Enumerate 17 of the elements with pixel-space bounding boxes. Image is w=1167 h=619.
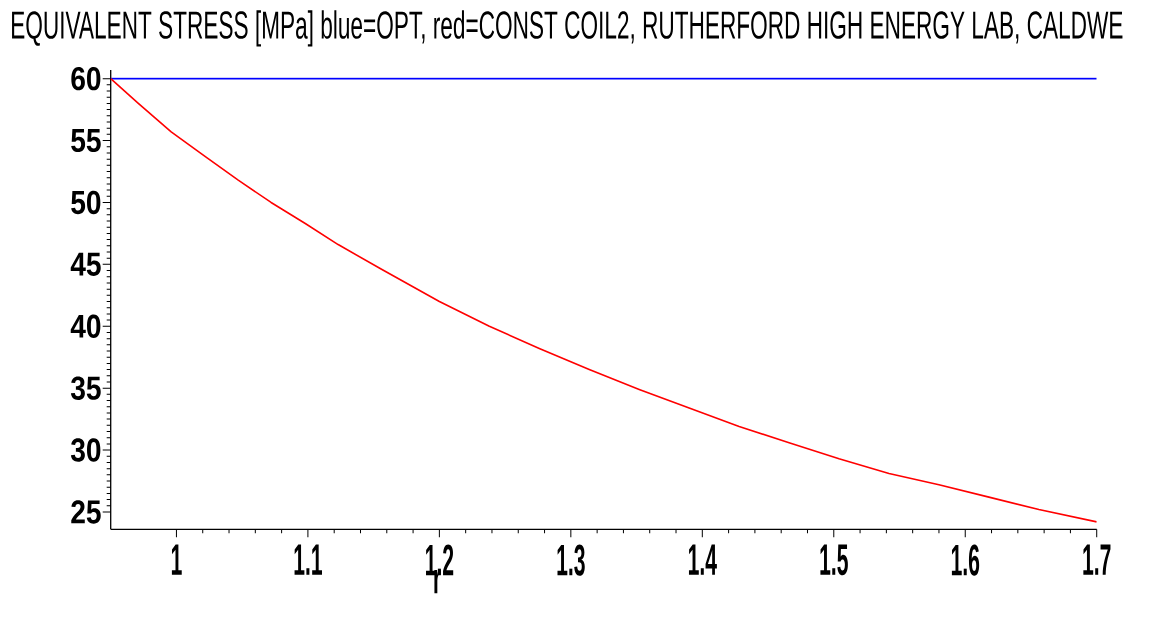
x-tick-label: 1.5 (820, 544, 848, 576)
y-tick-label: 45 (70, 252, 101, 276)
x-tick-label: 1.4 (688, 544, 717, 575)
x-tick-label: 1 (171, 544, 182, 575)
y-tick-label: 50 (71, 190, 101, 215)
chart-title: EQUIVALENT STRESS [MPa] blue=OPT, red=CONST COIL2, RUTHERFORD HIGH ENERGY LAB, CALDWE (12, 10, 1123, 47)
y-tick-label: 25 (71, 500, 101, 524)
x-tick-label: 1.6 (951, 544, 980, 576)
y-tick-label: 35 (70, 376, 101, 400)
x-tick-label: 1.1 (294, 544, 323, 575)
y-tick-label: 60 (71, 66, 101, 91)
y-tick-label: 55 (71, 129, 101, 153)
y-tick-label: 40 (70, 314, 101, 338)
y-tick-label: 30 (70, 438, 101, 462)
x-tick-label: 1.7 (1083, 544, 1111, 575)
line-series (110, 77, 1097, 523)
x-tick-label: 1.3 (557, 544, 585, 576)
